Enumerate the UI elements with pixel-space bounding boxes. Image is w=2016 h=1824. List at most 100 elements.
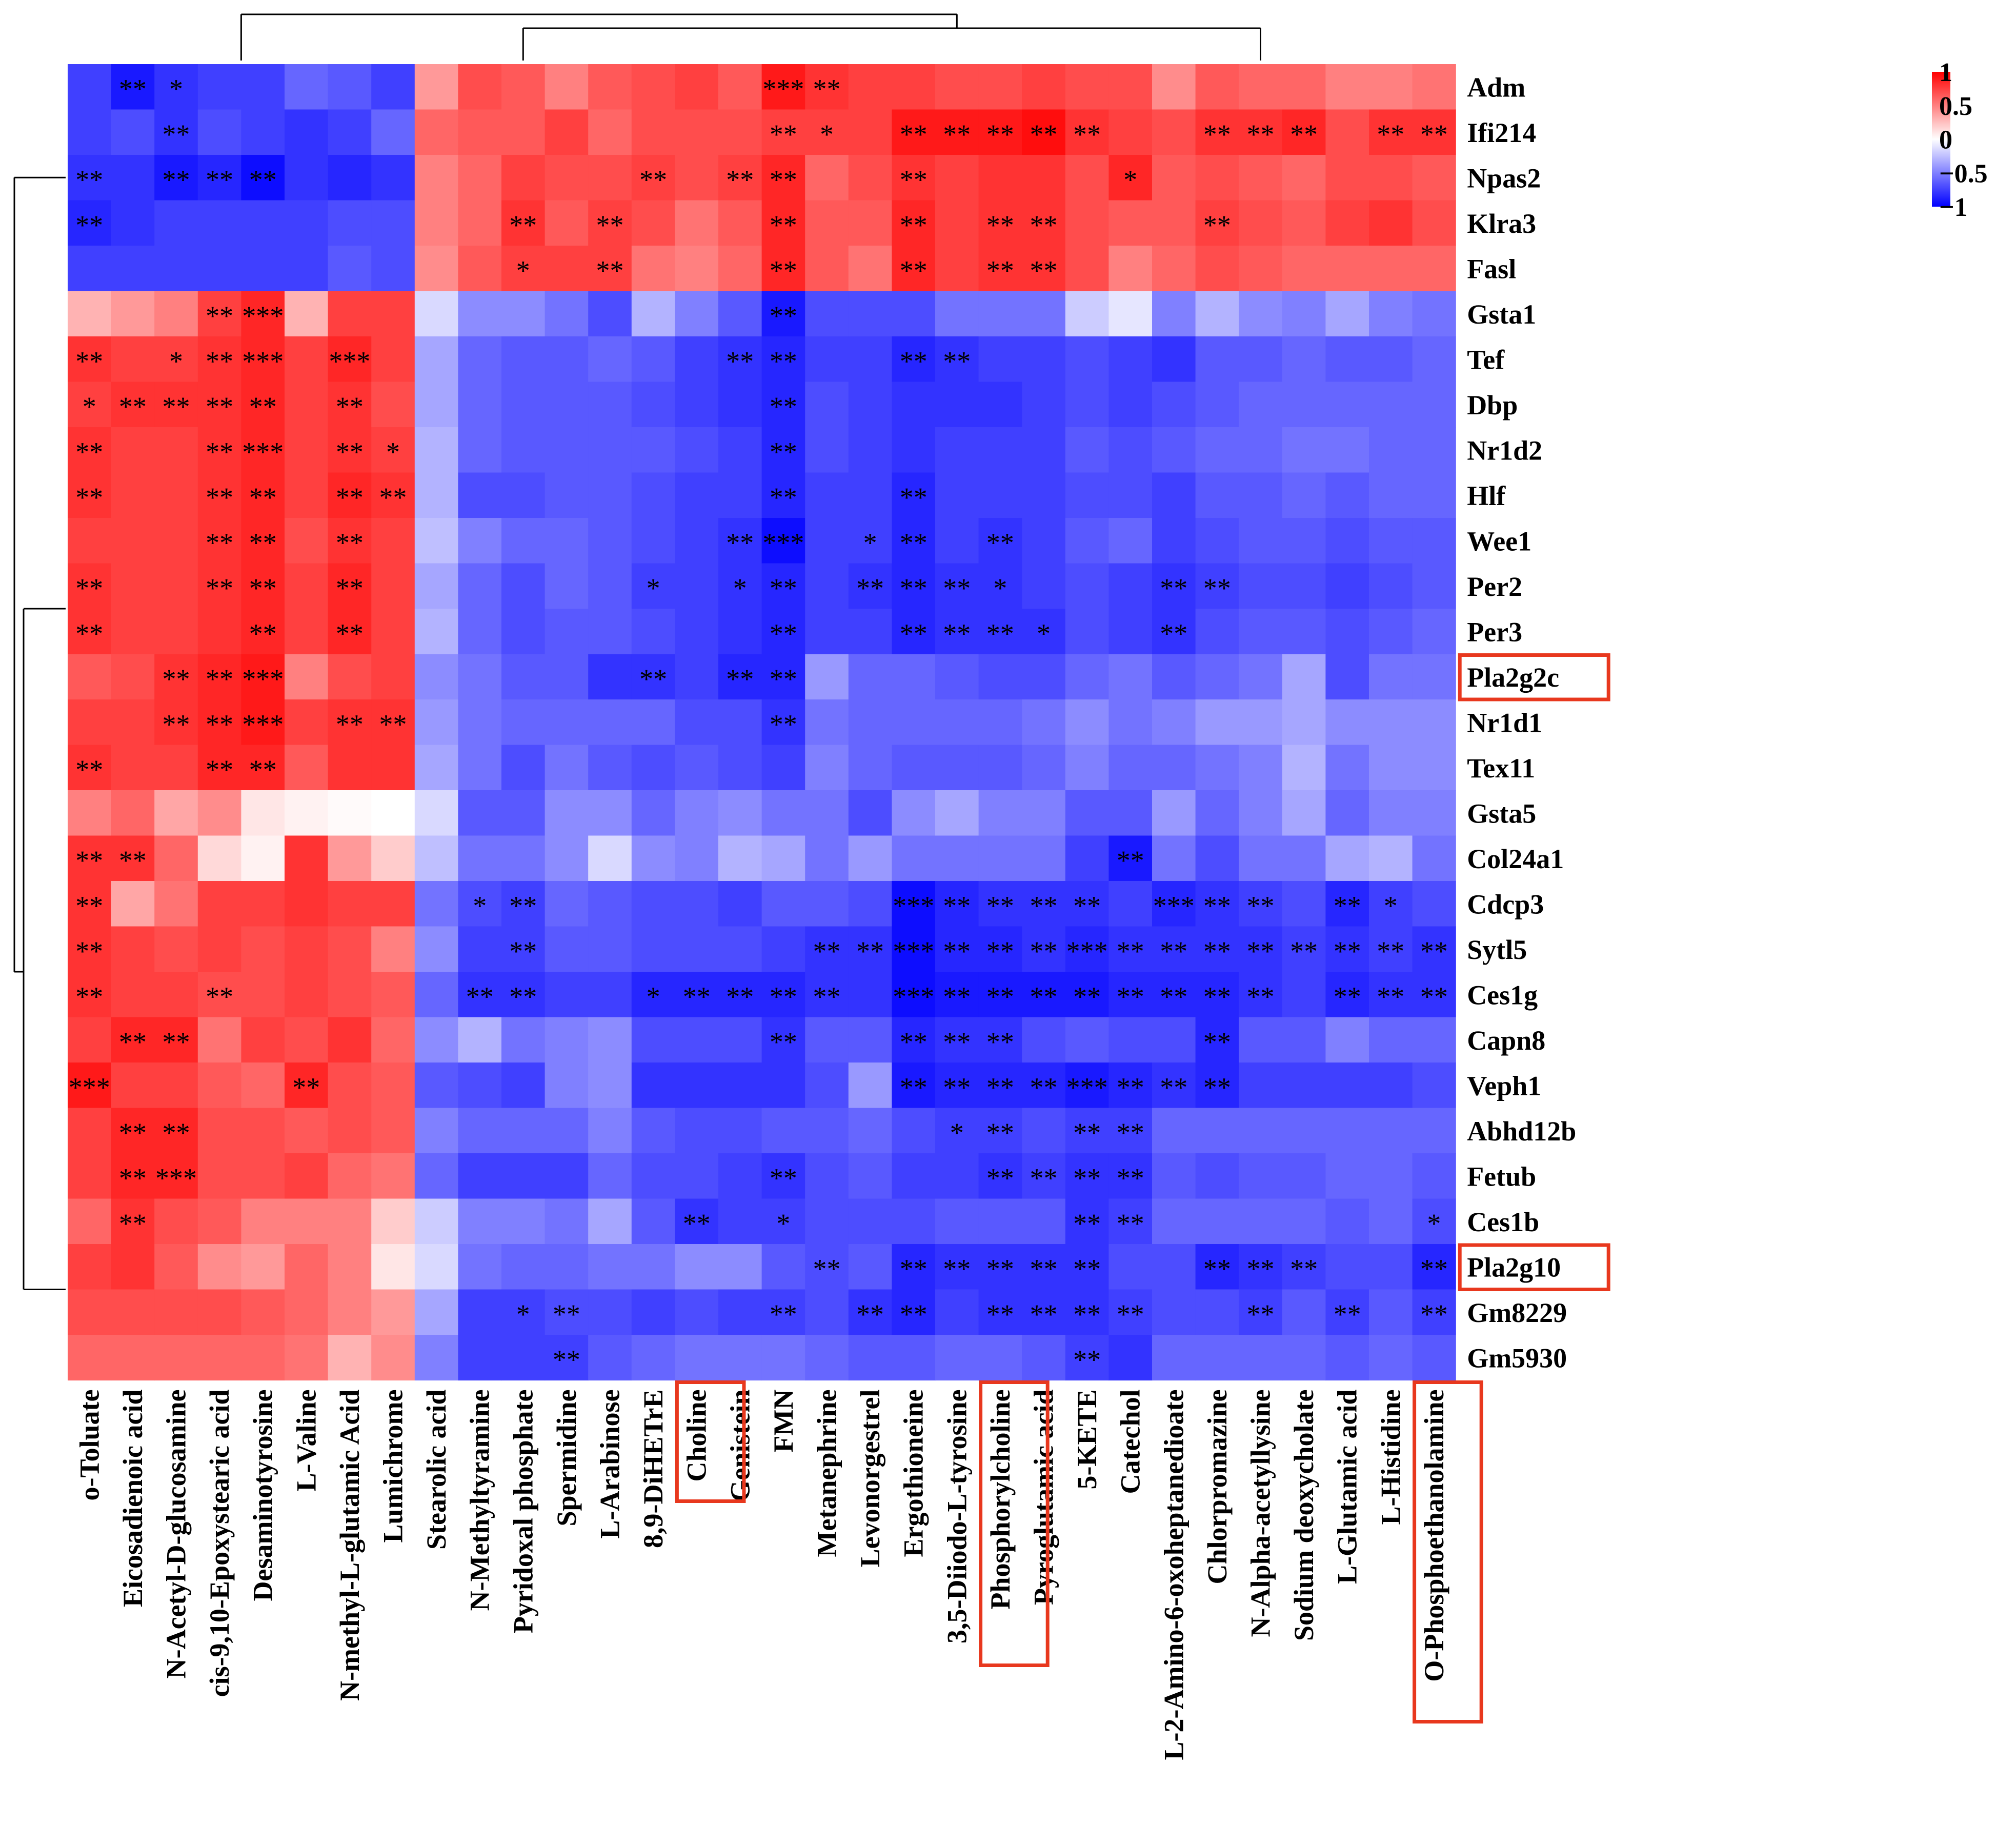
significance-mark: ** [1160, 618, 1187, 649]
heatmap-cell [1195, 291, 1239, 337]
significance-mark: ** [249, 164, 277, 195]
row-label: Pla2g2c [1467, 662, 1559, 693]
heatmap-cell [328, 1335, 372, 1381]
heatmap-cell [68, 972, 112, 1018]
row-label: Nr1d1 [1467, 707, 1542, 738]
heatmap-cell [1325, 563, 1369, 609]
heatmap-cell [545, 336, 589, 383]
heatmap-cell [675, 200, 719, 246]
row-label: Per3 [1467, 616, 1522, 647]
heatmap-cell [588, 1063, 632, 1109]
heatmap-cell [761, 563, 805, 609]
heatmap-cell [675, 155, 719, 201]
significance-mark: ** [336, 573, 364, 604]
heatmap-cell [68, 654, 112, 700]
heatmap-cell [1065, 427, 1109, 473]
significance-mark: ** [163, 1027, 190, 1057]
heatmap-cell [1239, 472, 1283, 518]
heatmap-cell [197, 745, 241, 791]
significance-mark: ** [1203, 119, 1231, 150]
significance-mark: ** [639, 164, 667, 195]
significance-mark: ** [856, 936, 884, 967]
heatmap-cell [241, 427, 285, 473]
significance-mark: ** [206, 482, 233, 513]
heatmap-cell [805, 926, 849, 972]
heatmap-cell [935, 609, 979, 655]
heatmap-cell [761, 609, 805, 655]
heatmap-cell [68, 609, 112, 655]
heatmap-cell [848, 972, 892, 1018]
significance-mark: ** [943, 936, 971, 967]
heatmap-cell [631, 699, 675, 746]
highlight-boxes [675, 653, 1610, 1723]
heatmap-cell [501, 790, 546, 836]
heatmap-cell [414, 835, 458, 881]
heatmap-cell [414, 881, 458, 927]
heatmap-cell [285, 1198, 329, 1245]
heatmap-cell [68, 790, 112, 836]
heatmap-cell [718, 427, 762, 473]
heatmap-cell [718, 654, 762, 700]
heatmap-cell [1412, 1198, 1456, 1245]
heatmap-cell [1369, 1244, 1413, 1290]
heatmap-cell [1325, 246, 1369, 292]
heatmap-cell [1152, 336, 1196, 383]
heatmap-cell [631, 926, 675, 972]
heatmap-cell [111, 200, 155, 246]
heatmap-cell [761, 518, 805, 564]
heatmap-cell [1152, 1153, 1196, 1199]
heatmap-cell [978, 1244, 1022, 1290]
heatmap-cell [111, 1198, 155, 1245]
significance-mark: ** [206, 664, 233, 694]
significance-mark: ** [509, 890, 537, 921]
heatmap-cell [805, 699, 849, 746]
heatmap-cell [1282, 745, 1326, 791]
heatmap-cell [892, 382, 936, 428]
significance-mark: ** [75, 573, 103, 604]
heatmap-cell [675, 881, 719, 927]
heatmap-cell [1195, 1244, 1239, 1290]
heatmap-cell [458, 881, 502, 927]
heatmap-cell [545, 1335, 589, 1381]
heatmap-cell [111, 518, 155, 564]
heatmap-cell [718, 246, 762, 292]
heatmap-cell [718, 1244, 762, 1290]
heatmap-cell [1369, 155, 1413, 201]
row-labels: Adm Ifi214 Npas2 Klra3 Fasl Gsta1 Tef Dbp Nr1d2 H… [1467, 72, 1576, 1373]
heatmap-cell [848, 200, 892, 246]
heatmap-cell [1065, 699, 1109, 746]
heatmap-cell [458, 109, 502, 155]
heatmap-cell [1282, 472, 1326, 518]
significance-mark: ** [900, 573, 928, 604]
significance-mark: ** [986, 210, 1014, 240]
heatmap-cell [892, 472, 936, 518]
heatmap-cell [1108, 790, 1153, 836]
significance-mark: ** [163, 391, 190, 422]
significance-mark: ** [770, 482, 797, 513]
significance-mark: ** [770, 346, 797, 376]
column-label: Metanephrine [812, 1390, 842, 1557]
significance-mark: ** [1247, 1299, 1275, 1330]
significance-mark: ** [1420, 119, 1448, 150]
significance-mark: ** [1203, 936, 1231, 967]
heatmap-cell [285, 926, 329, 972]
heatmap-cell [978, 1017, 1022, 1063]
significance-mark: ** [770, 1299, 797, 1330]
heatmap-cell [675, 699, 719, 746]
heatmap-cell [935, 745, 979, 791]
heatmap-cell [718, 1198, 762, 1245]
heatmap-cell [501, 835, 546, 881]
heatmap-cell [458, 745, 502, 791]
heatmap-cell [1065, 1063, 1109, 1109]
heatmap-cell [241, 382, 285, 428]
heatmap-cell [892, 563, 936, 609]
heatmap-cell [241, 246, 285, 292]
row-label: Adm [1467, 72, 1525, 103]
heatmap-cell [978, 518, 1022, 564]
heatmap-cell [414, 109, 458, 155]
significance-mark: ** [1073, 1162, 1101, 1193]
significance-mark: ** [249, 618, 277, 649]
heatmap-cell [285, 1017, 329, 1063]
heatmap-cell [1239, 1198, 1283, 1245]
heatmap-cell [545, 563, 589, 609]
